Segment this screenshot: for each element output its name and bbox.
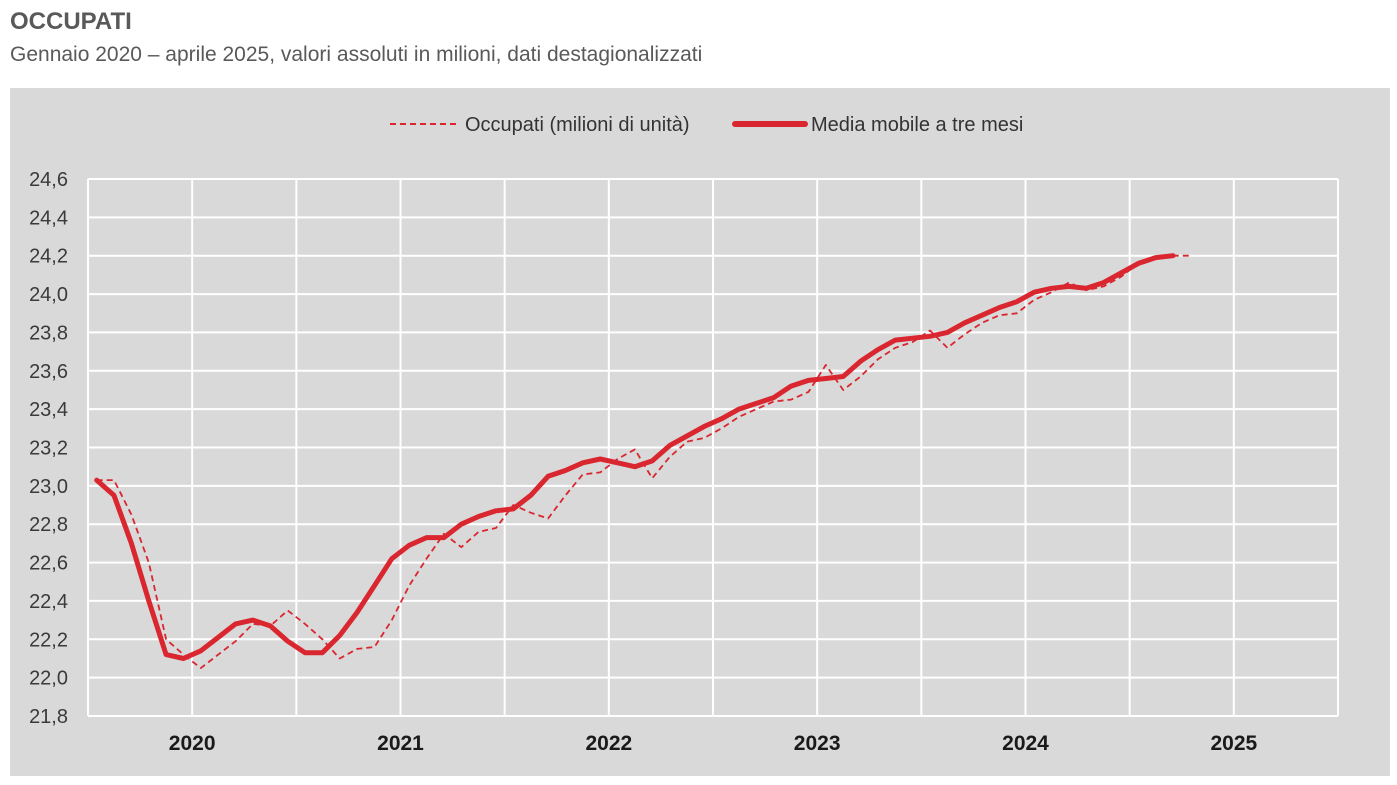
series-media-mobile-line	[94, 253, 1176, 661]
x-tick-label: 2022	[585, 732, 632, 755]
x-tick-label: 2020	[169, 732, 216, 755]
y-axis-ticks: 21,8 22,0 22,2 22,4 22,6 22,8 23,0 23,2 23,4 23,6…	[29, 169, 68, 728]
y-tick-label: 23,8	[29, 322, 68, 344]
y-tick-label: 22,0	[29, 668, 68, 690]
x-axis-ticks: 2020 2021 2022 2023 2024 2025	[169, 732, 1258, 755]
y-tick-label: 24,2	[29, 246, 68, 268]
line-chart: 21,8 22,0 22,2 22,4 22,6 22,8 23,0 23,2 23,4 23,6…	[29, 114, 1339, 755]
legend: Occupati (milioni di unità) Media mobile…	[390, 114, 1023, 136]
legend-label-occupati: Occupati (milioni di unità)	[465, 114, 690, 136]
chart-area: 21,8 22,0 22,2 22,4 22,6 22,8 23,0 23,2 23,4 23,6…	[10, 88, 1390, 776]
y-tick-label: 21,8	[29, 706, 68, 728]
x-tick-label: 2025	[1210, 732, 1257, 755]
x-tick-label: 2021	[377, 732, 424, 755]
y-tick-label: 22,6	[29, 553, 68, 575]
chart-title: OCCUPATI	[10, 8, 132, 35]
y-tick-label: 24,0	[29, 284, 68, 306]
y-tick-label: 23,4	[29, 399, 68, 421]
y-tick-label: 23,0	[29, 476, 68, 498]
x-tick-label: 2023	[794, 732, 841, 755]
grid	[87, 178, 1339, 717]
x-tick-label: 2024	[1002, 732, 1049, 755]
y-tick-label: 24,4	[29, 207, 68, 229]
chart-subtitle: Gennaio 2020 – aprile 2025, valori assol…	[10, 43, 703, 66]
y-tick-label: 23,6	[29, 361, 68, 383]
y-tick-label: 22,4	[29, 591, 68, 613]
y-tick-label: 23,2	[29, 438, 68, 460]
y-tick-label: 22,8	[29, 514, 68, 536]
y-tick-label: 24,6	[29, 169, 68, 191]
series-lines	[94, 253, 1191, 669]
y-tick-label: 22,2	[29, 629, 68, 651]
legend-label-media-mobile: Media mobile a tre mesi	[811, 114, 1023, 136]
